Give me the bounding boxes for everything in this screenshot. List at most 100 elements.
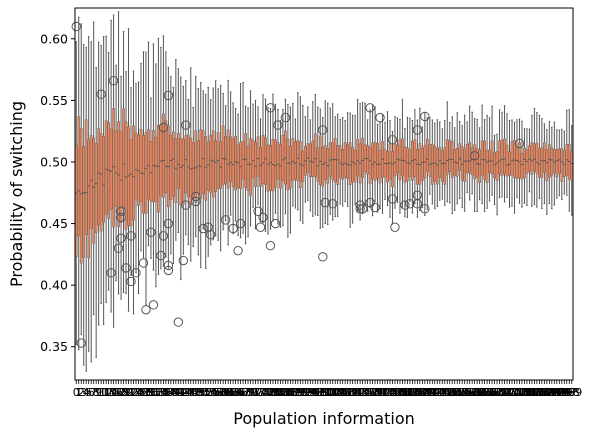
x-tick-label: 185 bbox=[526, 386, 547, 399]
box-75 bbox=[261, 94, 265, 224]
box-body bbox=[134, 132, 138, 201]
x-tick-label: 39 bbox=[166, 386, 180, 399]
box-body bbox=[236, 144, 240, 188]
box-body bbox=[224, 136, 227, 184]
box-body bbox=[413, 139, 417, 177]
box-30 bbox=[149, 97, 153, 259]
box-body bbox=[530, 142, 534, 175]
box-172 bbox=[503, 105, 506, 203]
box-body bbox=[553, 149, 556, 174]
box-70 bbox=[249, 90, 252, 227]
box-84 bbox=[284, 98, 287, 215]
box-100 bbox=[323, 100, 327, 225]
box-95 bbox=[311, 101, 315, 217]
box-54 bbox=[209, 99, 213, 246]
x-tick-label: 128 bbox=[384, 386, 405, 399]
box-71 bbox=[251, 103, 255, 208]
x-tick-label: 182 bbox=[519, 386, 540, 399]
x-tick-label: 3 bbox=[80, 386, 87, 399]
box-body bbox=[473, 144, 476, 179]
outlier-point bbox=[191, 191, 201, 202]
x-tick-label: 98 bbox=[313, 386, 327, 399]
x-tick-label: 162 bbox=[469, 386, 490, 399]
box-109 bbox=[346, 112, 349, 207]
box-body bbox=[465, 143, 469, 174]
outlier-point bbox=[228, 223, 238, 234]
x-tick-label: 137 bbox=[407, 386, 428, 399]
x-tick-label: 36 bbox=[159, 386, 173, 399]
x-tick-label: 196 bbox=[554, 386, 575, 399]
box-body bbox=[503, 138, 506, 175]
x-tick-label: 8 bbox=[93, 386, 100, 399]
box-body bbox=[276, 142, 280, 180]
box-body bbox=[562, 150, 566, 177]
box-body bbox=[104, 120, 108, 215]
box-96 bbox=[313, 93, 317, 216]
box-body bbox=[435, 148, 439, 185]
x-tick-label: 156 bbox=[454, 386, 475, 399]
x-tick-label: 90 bbox=[293, 386, 307, 399]
box-195 bbox=[560, 128, 564, 201]
box-6 bbox=[89, 41, 93, 363]
box-body bbox=[264, 137, 267, 185]
box-48 bbox=[194, 75, 198, 238]
outlier-point bbox=[390, 222, 400, 232]
box-101 bbox=[326, 102, 330, 225]
x-tick-label: 24 bbox=[129, 386, 143, 399]
x-tick-label: 65 bbox=[231, 386, 245, 399]
outlier-point bbox=[146, 227, 156, 237]
box-137 bbox=[416, 119, 419, 218]
x-tick-label: 109 bbox=[337, 386, 358, 399]
box-129 bbox=[396, 117, 399, 203]
x-tick-label: 173 bbox=[497, 386, 518, 399]
box-body bbox=[421, 147, 424, 181]
outlier-point bbox=[318, 252, 328, 262]
box-182 bbox=[528, 128, 531, 193]
box-body bbox=[515, 147, 519, 179]
box-body bbox=[348, 142, 352, 186]
box-113 bbox=[356, 98, 359, 213]
x-tick-label: 99 bbox=[316, 386, 330, 399]
box-104 bbox=[333, 116, 337, 218]
x-tick-label: 198 bbox=[559, 386, 580, 399]
box-67 bbox=[241, 81, 245, 234]
x-tick-label: 148 bbox=[434, 386, 455, 399]
x-tick-label: 139 bbox=[412, 386, 433, 399]
box-body bbox=[244, 133, 247, 189]
box-12 bbox=[104, 35, 108, 303]
box-body bbox=[246, 145, 250, 191]
box-55 bbox=[211, 87, 215, 241]
box-body bbox=[234, 135, 237, 191]
outlier-point bbox=[370, 202, 380, 213]
box-body bbox=[274, 139, 277, 188]
x-tick-label: 55 bbox=[206, 386, 220, 399]
x-tick-label: 11 bbox=[97, 386, 111, 399]
box-body bbox=[117, 121, 120, 227]
box-17 bbox=[117, 11, 120, 295]
box-body bbox=[351, 147, 354, 183]
x-tick-label: 175 bbox=[501, 386, 522, 399]
box-188 bbox=[543, 123, 546, 205]
x-tick-label: 131 bbox=[392, 386, 413, 399]
box-body bbox=[221, 125, 225, 186]
box-body bbox=[428, 144, 432, 177]
x-tick-label: 20 bbox=[119, 386, 133, 399]
box-body bbox=[393, 144, 397, 177]
x-tick-label: 113 bbox=[347, 386, 368, 399]
outlier-point bbox=[220, 215, 231, 225]
box-body bbox=[129, 139, 133, 227]
box-144 bbox=[433, 122, 437, 210]
x-tick-label: 177 bbox=[506, 386, 527, 399]
outlier-point bbox=[191, 196, 201, 207]
box-76 bbox=[264, 98, 267, 232]
x-tick-label: 143 bbox=[422, 386, 443, 399]
x-tick-label: 62 bbox=[224, 386, 238, 399]
x-tick-label: 126 bbox=[379, 386, 400, 399]
box-186 bbox=[538, 114, 541, 200]
box-73 bbox=[256, 106, 260, 205]
box-body bbox=[321, 146, 325, 187]
x-tick-label: 154 bbox=[449, 386, 470, 399]
x-tick-label: 23 bbox=[127, 386, 141, 399]
box-69 bbox=[246, 107, 250, 238]
box-10 bbox=[99, 44, 103, 305]
